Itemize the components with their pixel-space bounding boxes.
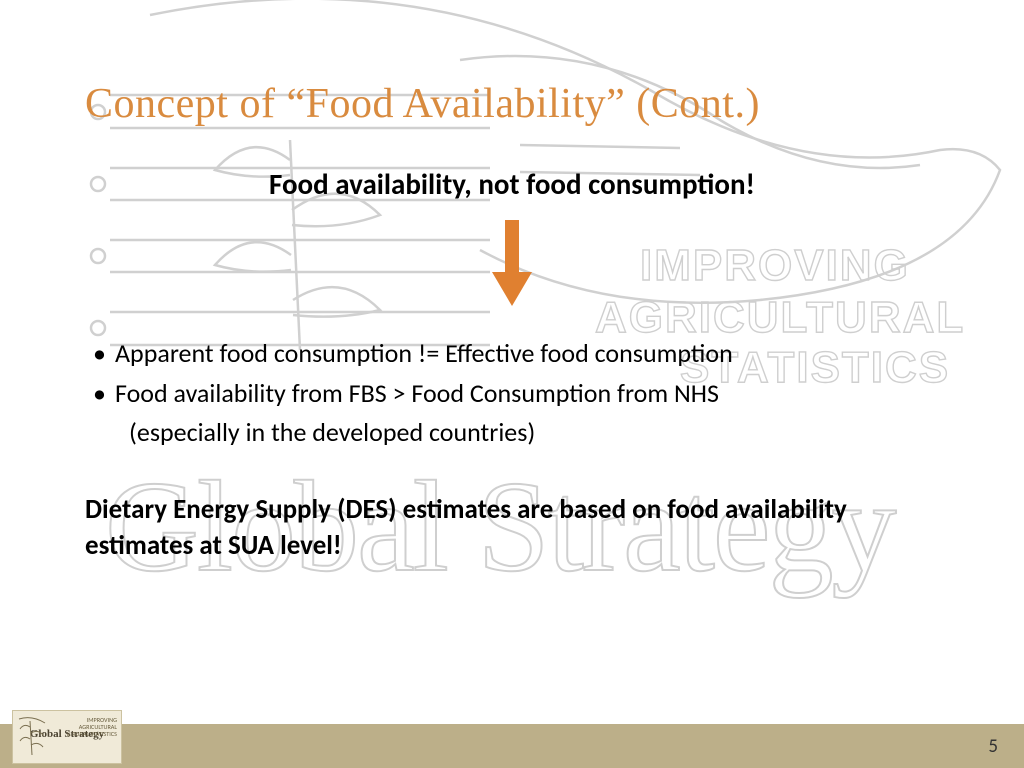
slide-subtitle: Food availability, not food consumption! bbox=[85, 166, 939, 202]
footer-logo: IMPROVING AGRICULTURAL & RURAL STATISTIC… bbox=[12, 710, 122, 764]
bullet-continuation: (especially in the developed countries) bbox=[89, 412, 939, 452]
page-number: 5 bbox=[988, 735, 998, 758]
down-arrow-icon bbox=[85, 220, 939, 311]
bullet-item: Apparent food consumption != Effective f… bbox=[89, 333, 939, 373]
slide-content: Concept of “Food Availability” (Cont.) F… bbox=[0, 0, 1024, 565]
bullet-list: Apparent food consumption != Effective f… bbox=[89, 333, 939, 452]
footer-logo-small-3: & RURAL STATISTICS bbox=[67, 731, 117, 738]
bullet-item: Food availability from FBS > Food Consum… bbox=[89, 373, 939, 413]
emphasis-statement: Dietary Energy Supply (DES) estimates ar… bbox=[85, 492, 939, 565]
slide-footer: 5 bbox=[0, 724, 1024, 768]
slide-title: Concept of “Food Availability” (Cont.) bbox=[85, 80, 939, 128]
